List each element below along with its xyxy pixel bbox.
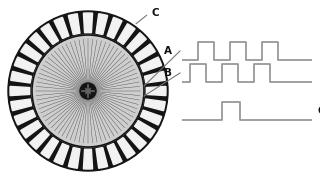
Wedge shape [140, 110, 162, 125]
Wedge shape [14, 110, 36, 125]
Text: C: C [152, 9, 159, 18]
Wedge shape [14, 57, 36, 72]
Wedge shape [96, 147, 108, 168]
Wedge shape [30, 130, 49, 149]
Text: A: A [164, 46, 172, 56]
Wedge shape [21, 120, 42, 138]
Wedge shape [140, 57, 162, 72]
Wedge shape [117, 137, 135, 158]
Wedge shape [127, 130, 146, 149]
Text: C: C [317, 106, 320, 116]
Wedge shape [54, 17, 69, 39]
Wedge shape [84, 13, 92, 33]
Circle shape [8, 11, 168, 171]
Wedge shape [127, 33, 146, 52]
Wedge shape [11, 71, 32, 83]
Wedge shape [11, 99, 32, 111]
Wedge shape [134, 120, 155, 138]
Wedge shape [68, 14, 80, 35]
Wedge shape [96, 14, 108, 35]
Wedge shape [107, 143, 122, 165]
Wedge shape [144, 99, 165, 111]
Wedge shape [146, 86, 166, 96]
Text: B: B [164, 68, 172, 78]
Wedge shape [144, 71, 165, 83]
Wedge shape [107, 17, 122, 39]
Wedge shape [84, 149, 92, 169]
Circle shape [80, 83, 96, 99]
Wedge shape [30, 33, 49, 52]
Wedge shape [10, 86, 30, 96]
Wedge shape [117, 24, 135, 45]
Wedge shape [68, 147, 80, 168]
Wedge shape [21, 44, 42, 62]
Circle shape [32, 35, 144, 147]
Wedge shape [134, 44, 155, 62]
Wedge shape [41, 24, 59, 45]
Wedge shape [41, 137, 59, 158]
Wedge shape [54, 143, 69, 165]
